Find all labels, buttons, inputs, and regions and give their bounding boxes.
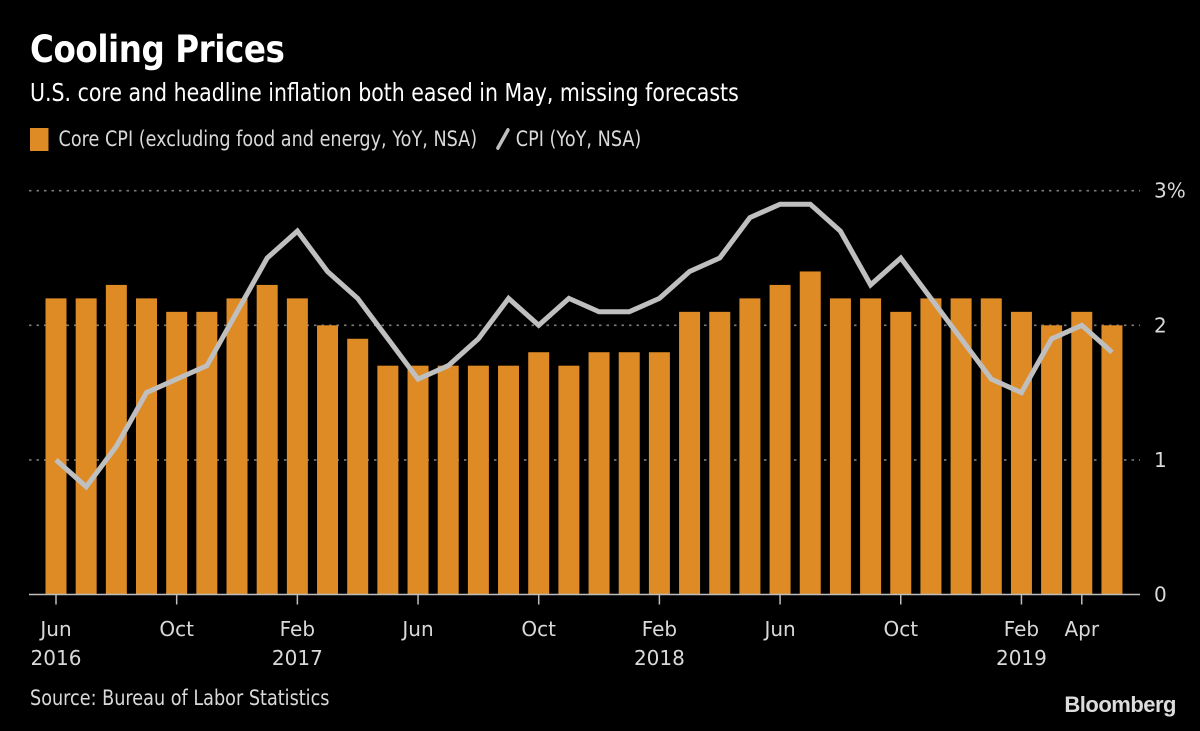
core-cpi-bar [558,365,580,595]
legend-label-cpi: CPI (YoY, NSA) [515,127,642,151]
x-tick-year-label: 2017 [272,646,323,670]
core-cpi-bar [920,298,942,595]
core-cpi-bar [136,298,158,595]
core-cpi-bar [437,365,459,595]
core-cpi-bar [618,352,640,595]
core-cpi-bar [196,311,218,595]
chart-subtitle: U.S. core and headline inflation both ea… [30,78,739,107]
x-tick-label: Oct [521,617,556,641]
core-cpi-bar [75,298,97,595]
core-cpi-bar [347,338,369,595]
core-cpi-bar [799,271,821,595]
core-cpi-bar [45,298,67,595]
legend-label-core-cpi: Core CPI (excluding food and energy, YoY… [58,127,478,151]
cpi-line [54,201,1114,491]
y-tick-label: 3% [1154,179,1186,203]
y-tick-label: 1 [1154,448,1167,472]
core-cpi-bar [317,325,339,595]
core-cpi-bar [286,298,308,595]
core-cpi-bar [860,298,882,595]
core-cpi-bar [105,284,127,595]
core-cpi-bar [1010,311,1032,595]
core-cpi-bar [166,311,188,595]
x-tick-label: Jun [400,617,433,641]
core-cpi-bar [256,284,278,595]
core-cpi-bar [829,298,851,595]
core-cpi-bar [1071,311,1093,595]
x-tick-label: Oct [883,617,918,641]
cpi-line-series [54,201,1114,491]
gridlines [29,189,1140,461]
source-note: Source: Bureau of Labor Statistics [30,686,330,710]
x-tick-label: Feb [280,617,315,641]
core-cpi-bar [467,365,489,595]
core-cpi-bar [769,284,791,595]
chart-title: Cooling Prices [30,28,285,71]
x-tick-label: Oct [159,617,194,641]
core-cpi-bar [1041,325,1063,595]
core-cpi-bar [1101,325,1123,595]
x-tick-label: Jun [38,617,71,641]
x-tick-year-label: 2018 [634,646,685,670]
x-tick-label: Feb [1004,617,1039,641]
core-cpi-bar [528,352,550,595]
x-tick-label: Apr [1064,617,1099,641]
core-cpi-bar [226,298,248,595]
core-cpi-bar [407,365,429,595]
x-tick-label: Jun [762,617,795,641]
legend-bar-swatch-icon [30,127,49,151]
x-axis [29,593,1140,605]
core-cpi-bar [890,311,912,595]
core-cpi-bar [498,365,520,595]
x-tick-year-label: 2019 [996,646,1047,670]
core-cpi-bar [709,311,731,595]
core-cpi-bar [648,352,670,595]
y-tick-label: 0 [1154,583,1167,607]
core-cpi-bar [377,365,399,595]
core-cpi-bars [45,271,1123,595]
legend-line-swatch-icon [496,128,510,150]
core-cpi-bar [679,311,701,595]
bloomberg-logo: Bloomberg [1064,692,1176,717]
x-tick-year-label: 2016 [31,646,82,670]
y-axis-labels: 0 1 2 3% [1154,179,1186,607]
core-cpi-bar [739,298,761,595]
core-cpi-bar [980,298,1002,595]
x-axis-labels: Jun 2016 Oct Feb 2017 Jun Oct Feb 2018 Jun Oct Feb 2… [31,617,1100,670]
core-cpi-bar [950,298,972,595]
x-tick-label: Feb [642,617,677,641]
legend: Core CPI (excluding food and energy, YoY… [30,127,641,151]
y-tick-label: 2 [1154,313,1167,337]
core-cpi-bar [588,352,610,595]
